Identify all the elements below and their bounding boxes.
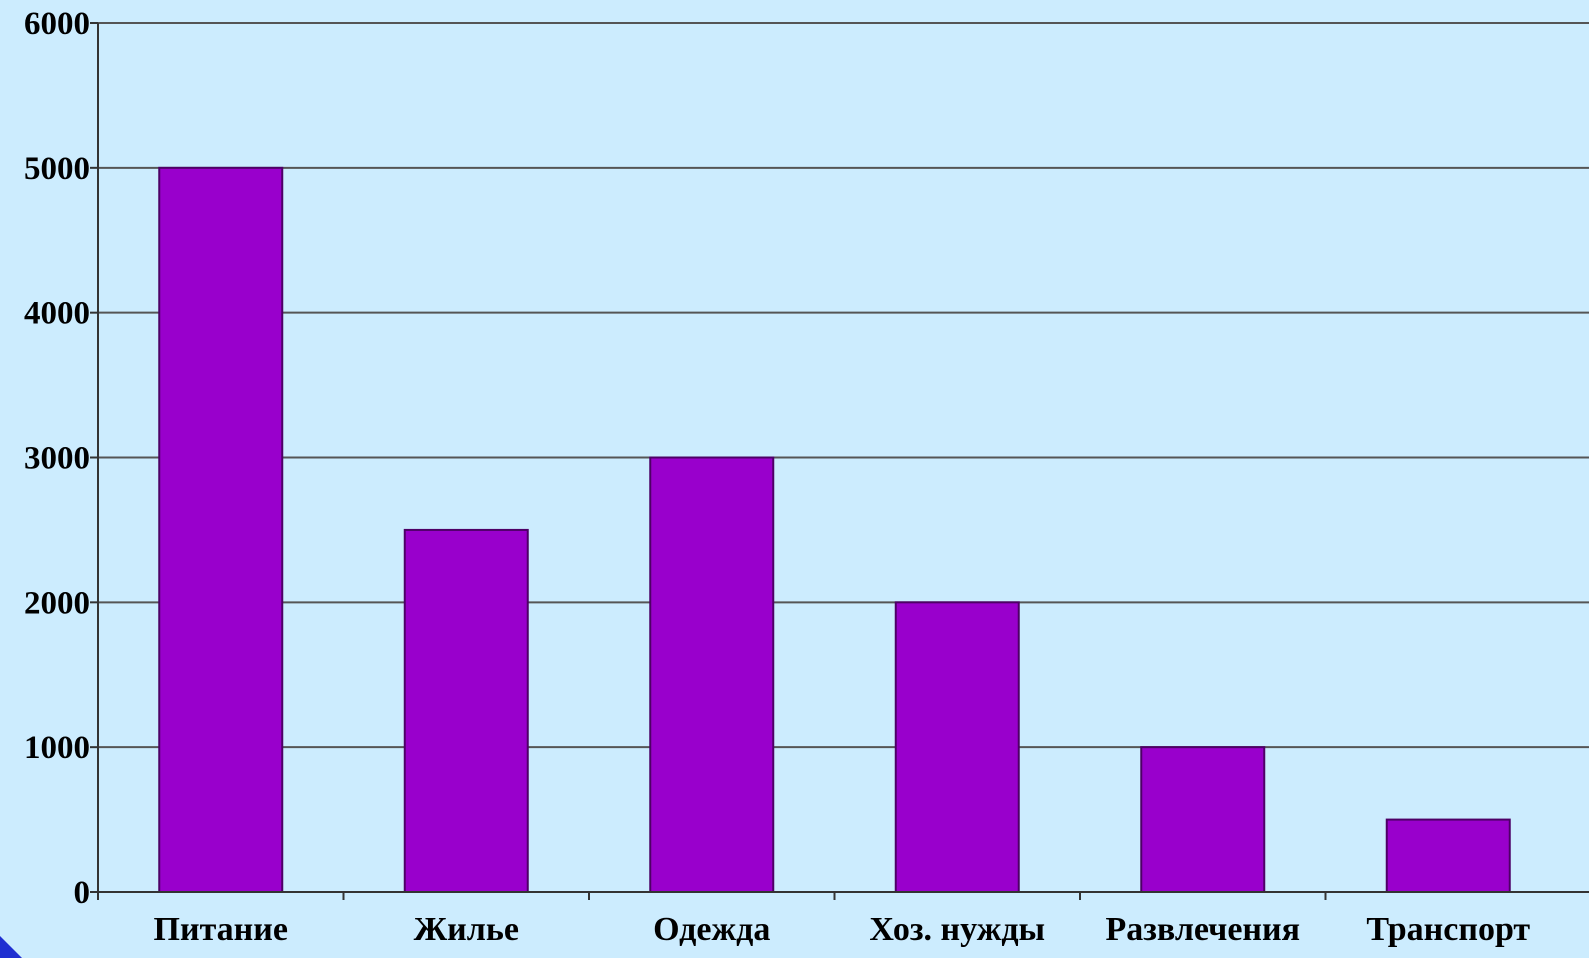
- x-tick-label: Питание: [154, 911, 288, 948]
- bar-layer: [158, 166, 1511, 894]
- x-tick-label: Хоз. нужды: [869, 911, 1045, 948]
- y-tick-labels: 0 1000 2000 3000 4000 5000 6000: [24, 6, 90, 911]
- y-tick-label: 6000: [24, 6, 90, 42]
- bar-2: [403, 528, 529, 894]
- grid-layer: [90, 22, 1589, 900]
- bar-4: [894, 601, 1020, 893]
- y-tick-label: 1000: [24, 730, 90, 766]
- y-tick-label: 3000: [24, 441, 90, 477]
- x-tick-labels: Питание Жилье Одежда Хоз. нужды Развлечения Т…: [154, 911, 1531, 948]
- y-tick-label: 2000: [24, 585, 90, 621]
- bar-1: [158, 166, 284, 894]
- axis-layer: [97, 23, 1589, 893]
- y-tick-label: 0: [74, 875, 91, 911]
- x-tick-label: Развлечения: [1105, 911, 1300, 948]
- bar-6: [1385, 818, 1511, 893]
- x-tick-label: Жилье: [414, 911, 519, 948]
- bar-3: [649, 456, 775, 893]
- x-tick-label: Одежда: [653, 911, 770, 948]
- y-tick-label: 4000: [24, 296, 90, 332]
- x-tick-label: Транспорт: [1366, 911, 1530, 948]
- y-tick-label: 5000: [24, 151, 90, 187]
- corner-accent-shape: [0, 936, 22, 958]
- bar-5: [1140, 746, 1266, 894]
